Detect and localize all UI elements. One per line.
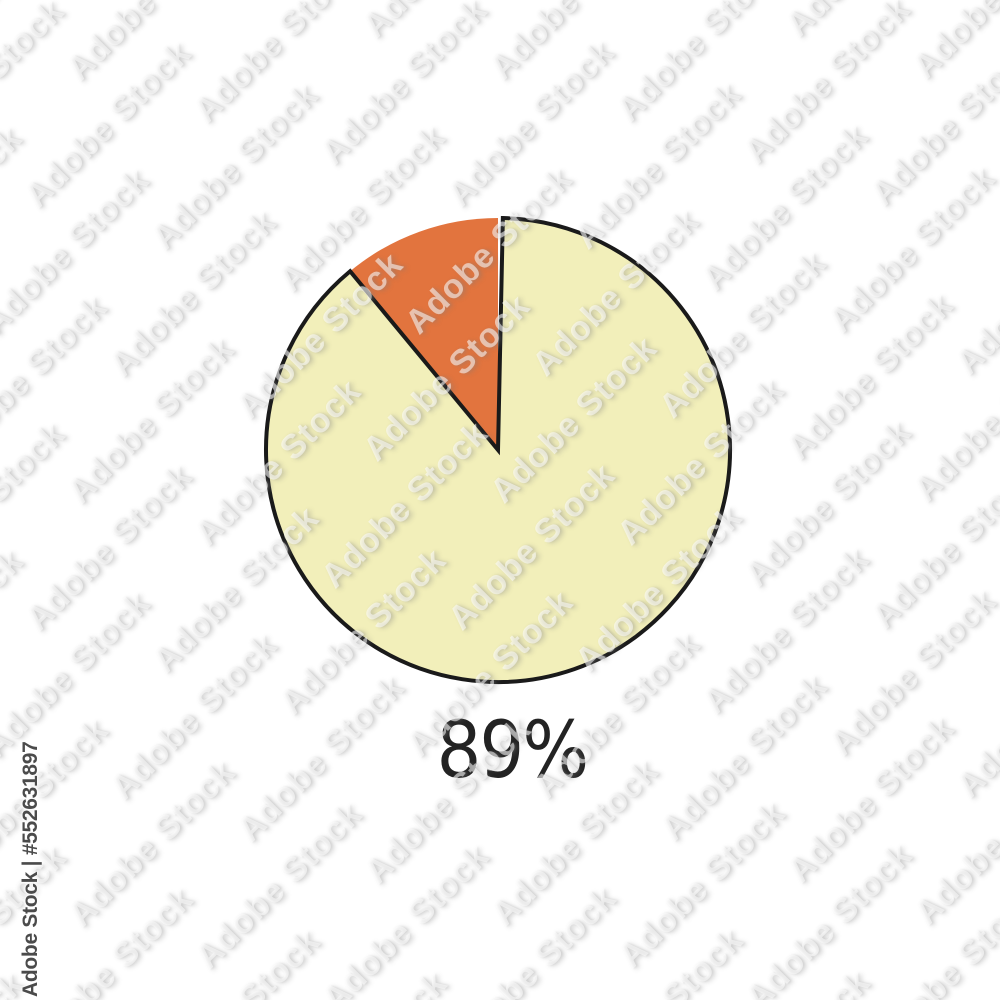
watermark-id-text: Adobe Stock | #552631897 (19, 741, 42, 998)
pie-percentage-label: 89% (436, 706, 589, 796)
pie-slice-filled (264, 216, 732, 684)
pie-slice-remainder (350, 218, 498, 450)
